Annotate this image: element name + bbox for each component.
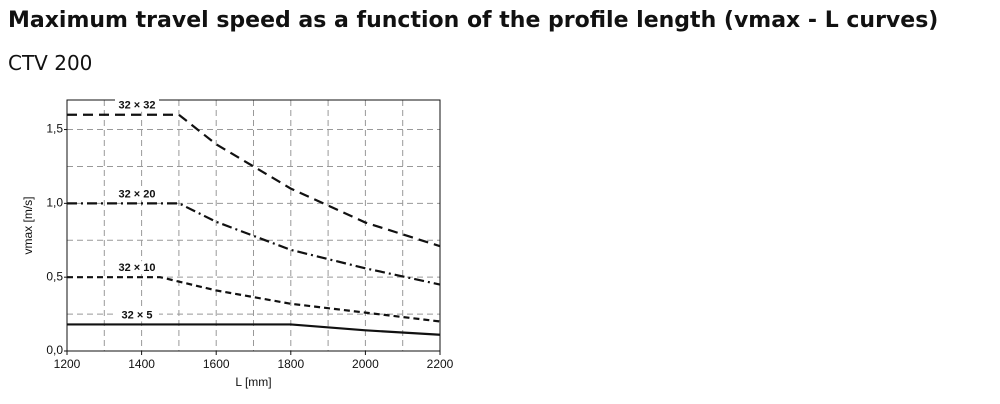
y-tick-label: 0,0 [46,343,63,357]
x-tick-label: 2000 [352,357,379,371]
series-line [67,276,441,323]
series-line [67,113,441,248]
series-label: 32 × 5 [122,309,153,321]
series-label-bg [115,187,159,201]
x-tick-label: 1400 [128,357,155,371]
series-label-bg [115,98,159,112]
series-label-bg [115,261,159,275]
page-title: Maximum travel speed as a function of th… [8,8,938,33]
chart: 1200 1400 1600 1800 2000 2200 0,0 0,5 1,0 1,5 L [m… [21,98,454,389]
x-tick-label: 1200 [54,357,81,371]
y-axis-label: vmax [m/s] [21,196,35,254]
x-tick-label: 1600 [203,357,230,371]
x-tick-label: 1800 [277,357,304,371]
series-label: 32 × 32 [118,100,155,112]
page-subtitle: CTV 200 [8,51,92,75]
series-label: 32 × 10 [118,262,155,274]
y-tick-label: 1,5 [46,122,63,136]
series-line [67,323,441,336]
series-line [67,202,441,286]
x-tick-label: 2200 [427,357,454,371]
series-label-bg [115,308,159,322]
y-tick-label: 0,5 [46,269,63,283]
plot-frame [66,99,441,352]
series-label: 32 × 20 [118,188,155,200]
y-tick-label: 1,0 [46,196,63,210]
x-axis-label: L [mm] [235,375,271,389]
